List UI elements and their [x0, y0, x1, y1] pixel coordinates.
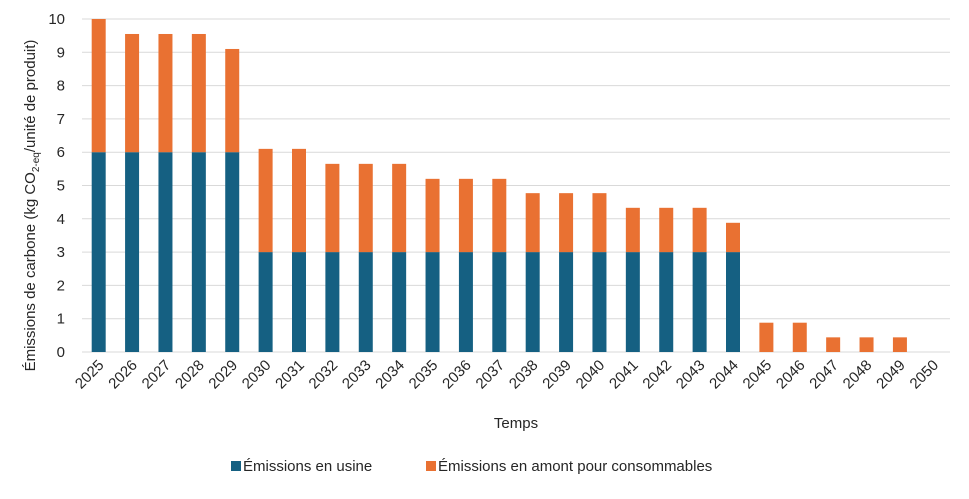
bar-upstream-emissions	[125, 33, 140, 153]
legend: Émissions en usine Émissions en amont pou…	[231, 458, 712, 475]
bar-factory-emissions	[358, 252, 373, 352]
bar-upstream-emissions	[592, 193, 607, 253]
bar-factory-emissions	[425, 252, 440, 352]
x-axis-title: Temps	[494, 415, 538, 432]
bar-upstream-emissions	[358, 163, 373, 253]
x-tick-label: 2033	[339, 357, 375, 393]
y-tick-label: 0	[57, 344, 65, 361]
bar-upstream-emissions	[492, 178, 507, 253]
y-axis-title-subscript: 2-eq	[31, 152, 42, 172]
bar-upstream-emissions	[559, 193, 574, 253]
y-tick-label: 10	[48, 11, 65, 28]
legend-marker	[231, 461, 241, 471]
bar-upstream-emissions	[325, 163, 340, 253]
legend-label: Émissions en usine	[243, 458, 372, 475]
bar-factory-emissions	[125, 152, 140, 352]
x-tick-label: 2038	[506, 357, 542, 393]
bar-upstream-emissions	[158, 33, 173, 153]
bar-factory-emissions	[592, 252, 607, 352]
x-tick-label: 2035	[406, 357, 442, 393]
bar-factory-emissions	[392, 252, 407, 352]
bar-upstream-emissions	[859, 337, 874, 352]
x-tick-label: 2043	[673, 357, 709, 393]
x-tick-label: 2036	[439, 357, 475, 393]
bar-upstream-emissions	[525, 193, 540, 253]
x-tick-label: 2028	[172, 357, 208, 393]
bar-upstream-emissions	[892, 337, 907, 352]
bar-upstream-emissions	[826, 337, 841, 352]
bar-upstream-emissions	[225, 48, 240, 153]
bar-factory-emissions	[559, 252, 574, 352]
x-tick-label: 2046	[773, 357, 809, 393]
x-tick-label: 2039	[539, 357, 575, 393]
bar-factory-emissions	[191, 152, 206, 352]
legend-label: Émissions en amont pour consommables	[438, 458, 712, 475]
x-axis-ticks: 2025202620272028202920302031203220332034…	[72, 357, 942, 393]
bar-factory-emissions	[659, 252, 674, 352]
x-tick-label: 2040	[573, 357, 609, 393]
x-tick-label: 2050	[907, 357, 943, 393]
bar-factory-emissions	[492, 252, 507, 352]
bar-upstream-emissions	[425, 178, 440, 253]
bar-factory-emissions	[292, 252, 306, 352]
x-tick-label: 2026	[105, 357, 141, 393]
bar-factory-emissions	[525, 252, 540, 352]
y-axis-title-end: /unité de produit)	[22, 40, 39, 153]
bar-upstream-emissions	[292, 148, 306, 253]
x-tick-label: 2047	[806, 357, 842, 393]
y-tick-label: 3	[57, 244, 65, 261]
x-tick-label: 2027	[139, 357, 175, 393]
bar-upstream-emissions	[392, 163, 407, 253]
bar-factory-emissions	[726, 252, 740, 352]
x-tick-label: 2042	[639, 357, 675, 393]
bar-upstream-emissions	[91, 19, 106, 153]
bar-factory-emissions	[225, 152, 240, 352]
bars	[91, 19, 907, 352]
bar-factory-emissions	[325, 252, 340, 352]
y-tick-label: 9	[57, 44, 65, 61]
gridlines	[82, 18, 950, 353]
y-tick-label: 1	[57, 311, 65, 328]
y-axis-title: Émissions de carbone (kg CO2-eq/unité de…	[22, 40, 42, 372]
x-tick-label: 2034	[372, 357, 408, 393]
x-tick-label: 2049	[873, 357, 909, 393]
bar-upstream-emissions	[792, 322, 807, 352]
bar-upstream-emissions	[726, 222, 740, 253]
bar-upstream-emissions	[458, 178, 473, 253]
bar-factory-emissions	[258, 252, 273, 352]
bar-upstream-emissions	[258, 148, 273, 253]
bar-upstream-emissions	[759, 322, 774, 352]
x-tick-label: 2032	[306, 357, 342, 393]
y-tick-label: 4	[57, 211, 65, 228]
x-tick-label: 2045	[740, 357, 776, 393]
x-tick-label: 2030	[239, 357, 275, 393]
x-tick-label: 2037	[473, 357, 509, 393]
bar-factory-emissions	[625, 252, 640, 352]
x-tick-label: 2041	[606, 357, 642, 393]
y-tick-label: 5	[57, 178, 65, 195]
bar-factory-emissions	[458, 252, 473, 352]
bar-factory-emissions	[91, 152, 106, 352]
y-tick-label: 7	[57, 111, 65, 128]
bar-factory-emissions	[692, 252, 707, 352]
bar-upstream-emissions	[625, 207, 640, 253]
y-tick-label: 8	[57, 78, 65, 95]
x-tick-label: 2031	[272, 357, 308, 393]
y-axis-title-main: Émissions de carbone (kg CO	[22, 172, 39, 371]
x-tick-label: 2048	[840, 357, 876, 393]
x-tick-label: 2025	[72, 357, 108, 393]
y-axis-ticks: 0 1 2 3 4 5 6 7 8 9 10	[48, 11, 65, 361]
y-tick-label: 2	[57, 277, 65, 294]
bar-upstream-emissions	[692, 207, 707, 253]
bar-upstream-emissions	[191, 33, 206, 153]
x-tick-label: 2044	[706, 357, 742, 393]
bar-upstream-emissions	[659, 207, 674, 253]
y-tick-label: 6	[57, 144, 65, 161]
x-tick-label: 2029	[205, 357, 241, 393]
bar-factory-emissions	[158, 152, 173, 352]
legend-marker	[426, 461, 436, 471]
